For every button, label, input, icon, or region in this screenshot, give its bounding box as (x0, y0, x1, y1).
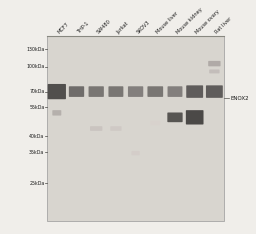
Text: MCF7: MCF7 (57, 21, 70, 35)
Text: SKOV3: SKOV3 (136, 19, 151, 35)
FancyBboxPatch shape (167, 113, 183, 122)
FancyBboxPatch shape (208, 61, 221, 66)
FancyBboxPatch shape (128, 86, 143, 97)
Text: 55kDa: 55kDa (29, 105, 45, 110)
FancyBboxPatch shape (206, 85, 223, 98)
Text: ENOX2: ENOX2 (231, 96, 249, 101)
Text: Rat liver: Rat liver (214, 16, 233, 35)
Text: Jurkat: Jurkat (116, 21, 130, 35)
Text: 35kDa: 35kDa (29, 150, 45, 154)
FancyBboxPatch shape (131, 151, 140, 155)
FancyBboxPatch shape (69, 86, 84, 97)
FancyBboxPatch shape (89, 86, 104, 97)
FancyBboxPatch shape (150, 121, 160, 125)
Text: 100kDa: 100kDa (26, 65, 45, 69)
Text: Mouse liver: Mouse liver (155, 11, 179, 35)
Text: SW480: SW480 (96, 18, 112, 35)
FancyBboxPatch shape (109, 86, 123, 97)
Text: 130kDa: 130kDa (26, 47, 45, 51)
FancyBboxPatch shape (147, 86, 163, 97)
Text: Mouse kidney: Mouse kidney (175, 6, 203, 35)
FancyBboxPatch shape (186, 85, 203, 98)
Text: THP-1: THP-1 (77, 21, 90, 35)
FancyBboxPatch shape (209, 69, 220, 73)
FancyBboxPatch shape (186, 110, 204, 124)
FancyBboxPatch shape (167, 86, 183, 97)
FancyBboxPatch shape (48, 84, 66, 99)
FancyBboxPatch shape (110, 126, 122, 131)
Text: 70kDa: 70kDa (29, 89, 45, 94)
FancyBboxPatch shape (52, 110, 61, 116)
FancyBboxPatch shape (90, 126, 102, 131)
Text: 25kDa: 25kDa (29, 181, 45, 186)
Bar (47, 36, 224, 221)
Text: Mouse ovary: Mouse ovary (195, 8, 221, 35)
Text: 40kDa: 40kDa (29, 134, 45, 139)
